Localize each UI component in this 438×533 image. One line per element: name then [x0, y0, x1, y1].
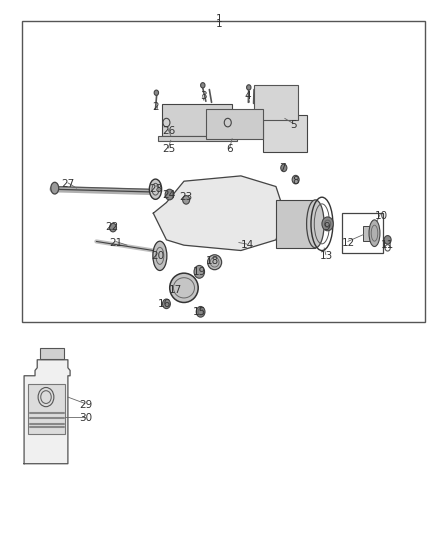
Bar: [254, 85, 298, 120]
Text: 30: 30: [79, 414, 92, 423]
Text: 12: 12: [342, 238, 355, 247]
Ellipse shape: [153, 241, 167, 271]
Text: 10: 10: [374, 211, 388, 221]
Bar: [158, 136, 237, 141]
Text: 20: 20: [151, 251, 164, 261]
Bar: [263, 115, 307, 152]
Text: 11: 11: [381, 240, 394, 250]
Text: 24: 24: [162, 190, 175, 199]
Text: 7: 7: [279, 163, 286, 173]
Text: 15: 15: [193, 307, 206, 317]
Bar: [22, 21, 425, 322]
Text: 5: 5: [290, 120, 297, 130]
Text: 22: 22: [105, 222, 118, 231]
Circle shape: [110, 223, 117, 232]
Ellipse shape: [51, 182, 59, 194]
Circle shape: [196, 306, 205, 317]
Ellipse shape: [369, 220, 380, 246]
Text: 21: 21: [110, 238, 123, 247]
Bar: [162, 104, 232, 136]
Text: 26: 26: [162, 126, 175, 135]
Circle shape: [201, 83, 205, 88]
Text: 29: 29: [79, 400, 92, 410]
Text: 23: 23: [180, 192, 193, 202]
Text: 28: 28: [149, 184, 162, 194]
Text: 13: 13: [320, 251, 333, 261]
Bar: [40, 348, 64, 359]
Ellipse shape: [208, 255, 222, 270]
Ellipse shape: [149, 179, 162, 199]
Text: 14: 14: [241, 240, 254, 250]
Bar: [28, 384, 65, 434]
Circle shape: [183, 196, 190, 204]
Circle shape: [247, 85, 251, 90]
Bar: [206, 109, 263, 139]
Text: 16: 16: [158, 299, 171, 309]
Polygon shape: [153, 176, 285, 251]
Circle shape: [194, 265, 205, 278]
Circle shape: [165, 189, 174, 200]
Text: 1: 1: [215, 14, 223, 23]
Bar: [276, 200, 315, 248]
Text: 18: 18: [206, 256, 219, 266]
Bar: [363, 226, 376, 241]
Polygon shape: [24, 360, 70, 464]
Circle shape: [162, 299, 170, 309]
Circle shape: [292, 175, 299, 184]
Text: 9: 9: [323, 222, 330, 231]
Text: 4: 4: [244, 91, 251, 101]
Ellipse shape: [307, 200, 324, 248]
Text: 27: 27: [61, 179, 74, 189]
Circle shape: [154, 90, 159, 95]
Text: 3: 3: [200, 91, 207, 101]
Circle shape: [281, 164, 287, 172]
Text: 19: 19: [193, 267, 206, 277]
Text: 17: 17: [169, 286, 182, 295]
Text: 8: 8: [292, 176, 299, 186]
Circle shape: [384, 236, 391, 244]
Ellipse shape: [170, 273, 198, 303]
Text: 1: 1: [215, 19, 223, 29]
Circle shape: [322, 217, 333, 231]
Bar: [342, 213, 383, 253]
Text: 2: 2: [152, 102, 159, 111]
Text: 25: 25: [162, 144, 175, 154]
Text: 6: 6: [226, 144, 233, 154]
